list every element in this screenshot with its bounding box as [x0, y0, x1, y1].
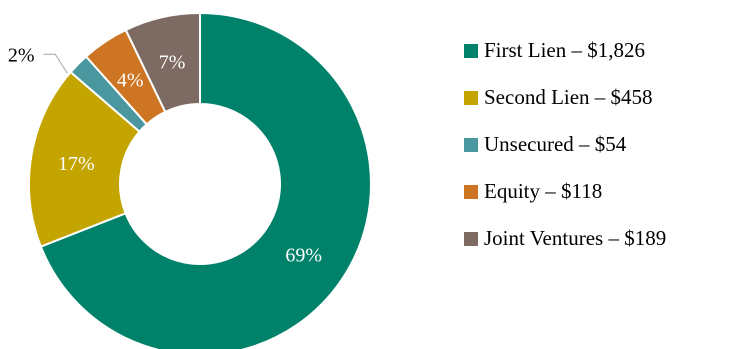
slice-joint-ventures [124, 11, 201, 114]
data-label-unsecured: 2% [8, 44, 35, 66]
legend-label-second-lien: Second Lien – $458 [484, 85, 653, 109]
legend-label-first-lien: First Lien – $1,826 [484, 38, 645, 62]
legend-swatch-first-lien [464, 43, 478, 58]
legend-item-second-lien: Second Lien – $458 [464, 85, 666, 110]
data-label-joint-ventures: 7% [159, 52, 186, 74]
legend-label-unsecured: Unsecured – $54 [484, 132, 627, 156]
legend-item-unsecured: Unsecured – $54 [464, 132, 666, 157]
legend-item-joint-ventures: Joint Ventures – $189 [464, 226, 666, 251]
data-label-second-lien: 17% [58, 153, 95, 175]
data-label-equity: 4% [117, 70, 144, 92]
legend-swatch-equity [464, 184, 478, 199]
data-label-first-lien: 69% [285, 245, 322, 267]
slice-second-lien [28, 70, 141, 248]
chart-legend: First Lien – $1,826 Second Lien – $458 U… [464, 38, 666, 273]
legend-item-first-lien: First Lien – $1,826 [464, 38, 666, 63]
legend-swatch-joint-ventures [464, 231, 478, 246]
leader-line-unsecured [43, 53, 68, 74]
legend-swatch-unsecured [464, 137, 478, 152]
legend-swatch-second-lien [464, 90, 478, 105]
slice-first-lien [39, 11, 372, 349]
legend-label-equity: Equity – $118 [484, 179, 603, 203]
legend-label-joint-ventures: Joint Ventures – $189 [484, 226, 667, 250]
legend-item-equity: Equity – $118 [464, 179, 666, 204]
